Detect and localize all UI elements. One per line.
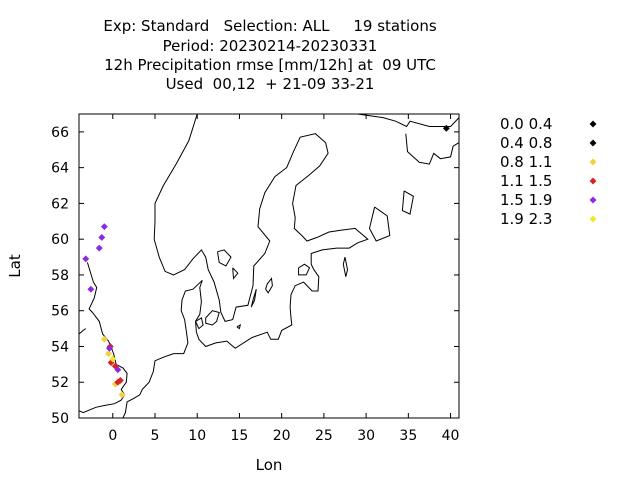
plot-frame [78, 113, 460, 419]
legend-marker [589, 215, 597, 223]
legend-label: 0.4 0.8 [500, 134, 552, 152]
data-point [116, 376, 124, 385]
data-point [114, 366, 122, 374]
coastline-map [78, 113, 460, 419]
y-tick-label: 58 [51, 268, 69, 284]
legend-label: 1.9 2.3 [500, 210, 552, 228]
legend-marker [589, 139, 597, 147]
title-line-1: Exp: Standard Selection: ALL 19 stations [103, 17, 437, 35]
y-tick-label: 64 [51, 161, 69, 177]
data-point [87, 285, 95, 293]
x-tick-label: 5 [151, 428, 160, 444]
legend-marker [589, 177, 597, 185]
data-point [100, 223, 108, 231]
data-point [105, 350, 113, 358]
x-tick-label: 40 [442, 428, 460, 444]
x-tick-label: 30 [357, 428, 375, 444]
y-tick-label: 60 [51, 232, 69, 248]
x-tick-label: 35 [399, 428, 417, 444]
y-tick-label: 66 [51, 125, 69, 141]
x-tick-label: 20 [273, 428, 291, 444]
y-tick-label: 52 [51, 375, 69, 391]
plot-axes: 0 5 10 15 20 25 30 35 40 50 52 54 56 58 60 62 64 66 Lon Lat [6, 113, 460, 474]
legend-label: 1.1 1.5 [500, 172, 552, 190]
data-point [98, 233, 106, 241]
title-line-4: Used 00,12 + 21-09 33-21 [165, 75, 375, 93]
data-markers [82, 124, 450, 399]
x-tick-label: 0 [108, 428, 117, 444]
legend-marker [589, 120, 597, 128]
data-point [82, 255, 90, 263]
y-tick-label: 56 [51, 304, 69, 320]
legend-marker [589, 158, 597, 166]
x-tick-label: 10 [188, 428, 206, 444]
legend-label: 1.5 1.9 [500, 191, 552, 209]
x-tick-label: 25 [315, 428, 333, 444]
data-point [100, 335, 108, 343]
x-tick-label: 15 [231, 428, 249, 444]
legend: 0.0 0.40.4 0.80.8 1.11.1 1.51.5 1.91.9 2… [500, 115, 597, 228]
data-point [118, 391, 126, 399]
legend-marker [589, 196, 597, 204]
data-point [109, 355, 117, 363]
data-point [105, 344, 113, 352]
x-axis-label: Lon [256, 456, 283, 474]
y-tick-label: 50 [51, 411, 69, 427]
y-tick-label: 54 [51, 339, 69, 355]
data-point [442, 124, 450, 132]
data-point [95, 244, 103, 252]
y-tick-label: 62 [51, 196, 69, 212]
legend-label: 0.8 1.1 [500, 153, 552, 171]
title-line-2: Period: 20230214-20230331 [162, 37, 378, 55]
y-axis-label: Lat [6, 254, 24, 278]
title-line-3: 12h Precipitation rmse [mm/12h] at 09 UT… [104, 56, 436, 74]
legend-label: 0.0 0.4 [500, 115, 552, 133]
